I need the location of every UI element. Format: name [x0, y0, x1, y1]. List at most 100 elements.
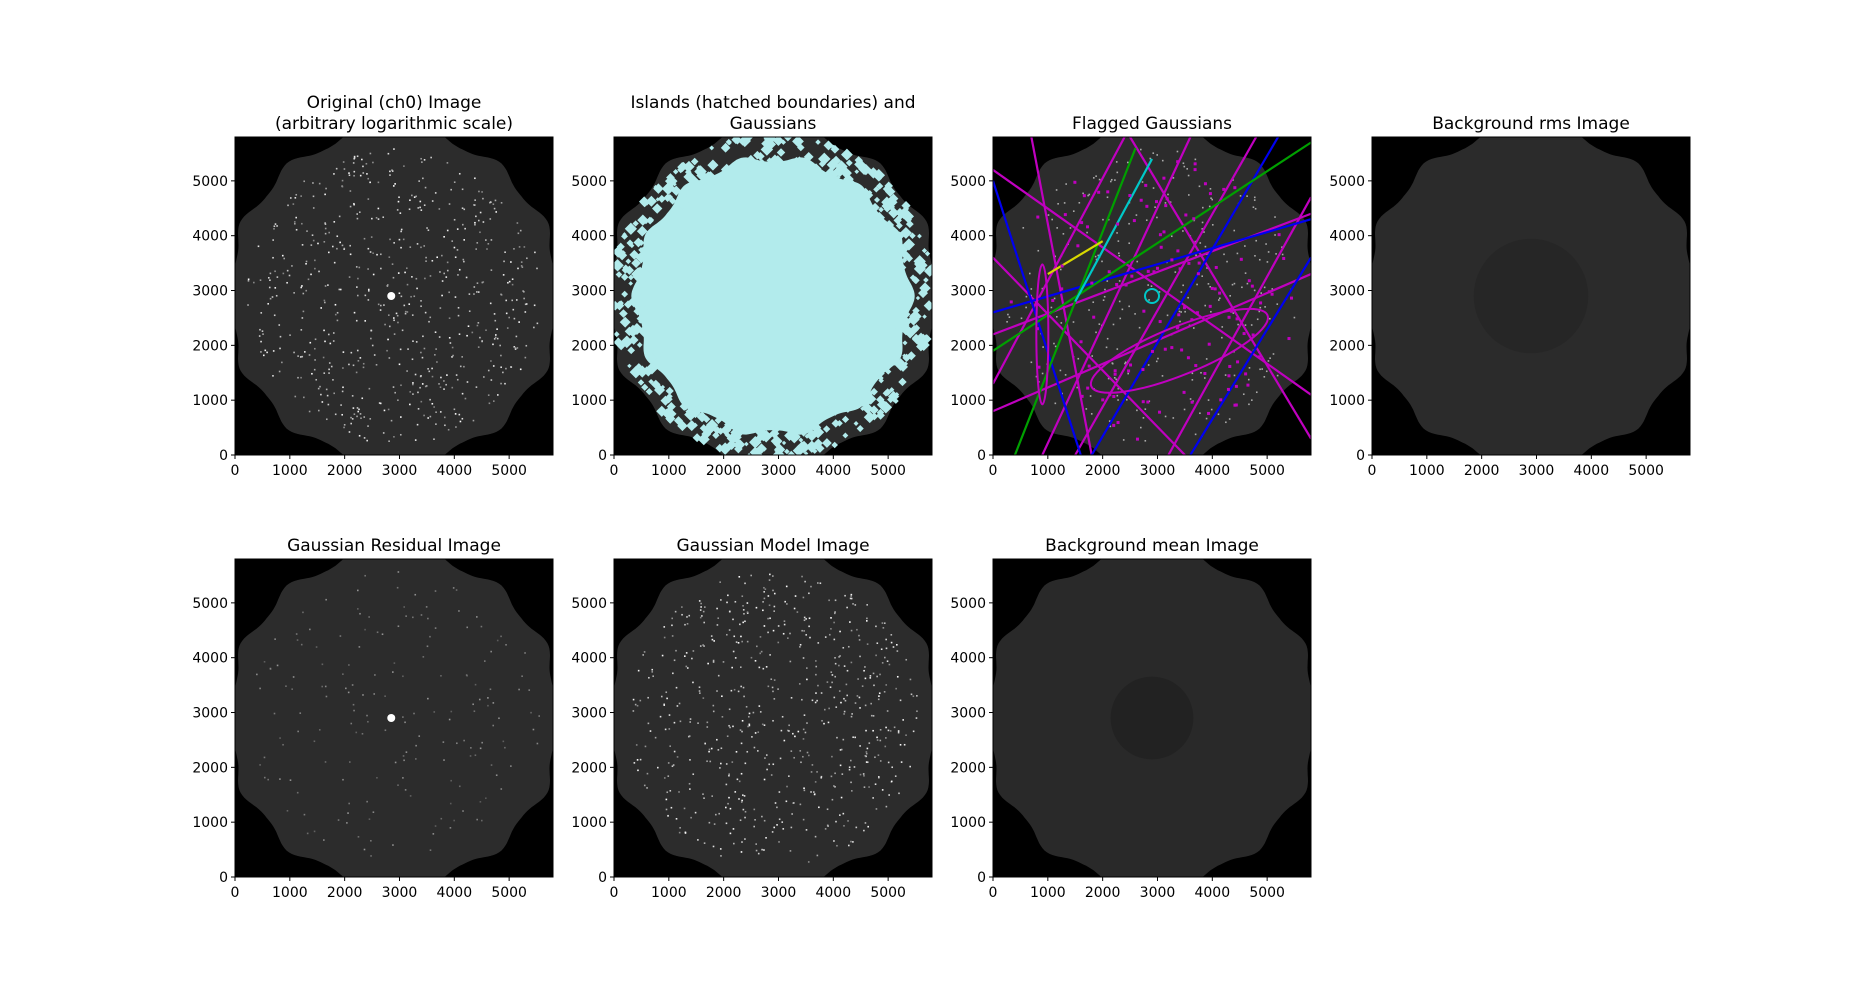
source-point [872, 672, 875, 675]
island-patch [895, 222, 903, 230]
source-point [763, 591, 765, 593]
axes-frame [992, 136, 1312, 456]
source-point [448, 718, 451, 721]
island-patch [850, 184, 857, 191]
source-point [375, 216, 378, 219]
island-patch [672, 169, 679, 175]
flagged-point [1234, 403, 1238, 407]
source-point [458, 333, 461, 335]
source-point [1117, 387, 1120, 390]
flagged-gaussian [1089, 307, 1269, 394]
flagged-gaussian [1035, 263, 1050, 406]
source-point [1169, 201, 1172, 203]
source-point [821, 719, 823, 722]
source-point [441, 254, 443, 257]
island-patch [805, 164, 812, 171]
source-point [337, 819, 340, 821]
flagged-point [1226, 387, 1230, 391]
source-point [1142, 417, 1145, 419]
source-point [487, 394, 490, 396]
source-point [299, 712, 302, 714]
flagged-point [1213, 287, 1217, 291]
y-tick-label: 2000 [571, 338, 607, 354]
source-point [728, 774, 730, 777]
source-point [400, 246, 402, 249]
island-patch [645, 195, 657, 207]
axes-frame [234, 558, 554, 878]
source-point [875, 625, 877, 628]
source-point [454, 296, 457, 298]
source-point [1182, 284, 1184, 287]
source-point [357, 589, 359, 592]
island-patch [761, 137, 773, 150]
source-point [321, 401, 324, 403]
island-patch [705, 418, 719, 432]
source-point [435, 348, 437, 350]
source-point [333, 173, 335, 175]
island-patch [829, 403, 842, 416]
source-point [671, 765, 674, 768]
source-point [451, 356, 453, 358]
source-point [370, 329, 373, 332]
source-point [488, 402, 491, 405]
source-point [651, 668, 654, 671]
source-point [492, 203, 495, 205]
source-point [259, 328, 261, 331]
source-point [365, 162, 368, 165]
source-point [896, 643, 898, 646]
source-point [269, 297, 272, 300]
source-point [1208, 205, 1211, 208]
source-point [897, 731, 900, 734]
island-patch [638, 196, 650, 207]
source-point [387, 314, 390, 316]
source-point [692, 650, 695, 652]
source-point [388, 440, 390, 443]
source-point [1248, 403, 1250, 406]
source-point [452, 587, 455, 589]
source-point [716, 624, 719, 626]
source-point [725, 822, 728, 825]
source-point [446, 162, 449, 164]
source-point [878, 692, 881, 695]
source-point [1209, 188, 1212, 190]
y-tick-label: 5000 [571, 174, 607, 190]
source-point [417, 207, 420, 209]
source-point [725, 763, 728, 765]
source-point [478, 698, 481, 701]
source-point [403, 304, 406, 307]
source-point [721, 695, 723, 698]
source-point [733, 842, 735, 845]
source-point [838, 664, 840, 667]
source-point [762, 667, 765, 670]
source-point [1156, 154, 1158, 156]
source-point [686, 616, 688, 618]
source-point [1152, 152, 1155, 154]
source-point [321, 685, 324, 688]
source-point [747, 715, 750, 718]
source-point [1217, 413, 1220, 416]
source-point [273, 314, 276, 317]
source-point [685, 652, 688, 654]
source-point [428, 320, 430, 323]
source-point [1128, 222, 1130, 225]
source-point [868, 786, 870, 788]
source-point [498, 717, 500, 720]
source-point [770, 774, 773, 776]
source-point [681, 606, 683, 608]
source-point [333, 261, 336, 264]
source-point [731, 761, 734, 763]
source-point [748, 712, 751, 715]
flagged-point [1177, 313, 1181, 317]
source-point [1091, 355, 1093, 357]
source-point [1267, 251, 1270, 253]
source-point [767, 685, 770, 688]
flagged-point [1155, 200, 1159, 204]
source-point [362, 362, 365, 365]
source-point [1202, 206, 1204, 209]
source-point [740, 742, 743, 745]
source-point [490, 650, 492, 653]
source-point [709, 760, 712, 763]
source-point [720, 599, 722, 601]
island-patch [683, 394, 694, 405]
island-patch [614, 246, 625, 258]
